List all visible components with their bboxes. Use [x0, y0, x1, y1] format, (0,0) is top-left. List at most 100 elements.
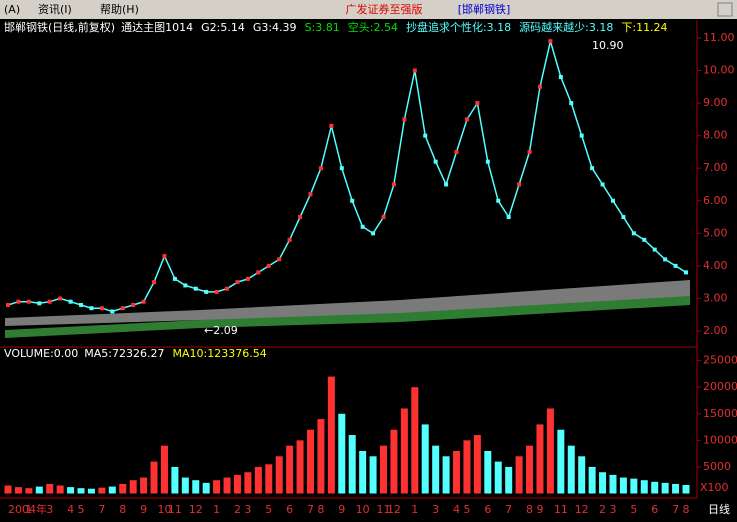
indicator: 下:11.24: [621, 21, 667, 34]
price-point: [214, 289, 219, 294]
price-point: [26, 299, 31, 304]
x-tick-label: 11: [168, 503, 182, 516]
price-point: [131, 302, 136, 307]
x-tick-label: 5: [265, 503, 272, 516]
x-tick-label: 8: [317, 503, 324, 516]
indicator: MA5:72326.27: [84, 347, 164, 360]
volume-bar: [672, 483, 680, 494]
price-point: [235, 280, 240, 285]
volume-bar: [119, 483, 127, 494]
price-point: [6, 302, 10, 307]
x-tick-label: 2: [234, 503, 241, 516]
y-tick-label: 10000: [703, 433, 737, 446]
volume-bar: [192, 480, 200, 494]
price-point: [89, 306, 94, 311]
volume-bar: [327, 376, 335, 494]
volume-bar: [244, 472, 252, 494]
price-point: [631, 231, 636, 236]
volume-bar: [421, 424, 429, 494]
indicator: MA10:123376.54: [172, 347, 266, 360]
x-tick-label: 4: [67, 503, 74, 516]
price-point: [381, 215, 386, 220]
volume-bar: [338, 413, 346, 494]
volume-bar: [275, 456, 283, 494]
price-point: [47, 299, 52, 304]
price-point: [120, 306, 125, 311]
y-tick-label: 8.00: [703, 129, 728, 142]
volume-bar: [108, 486, 116, 494]
volume-bar: [526, 445, 534, 494]
price-point: [423, 133, 428, 138]
price-point: [652, 247, 657, 252]
menu-item[interactable]: 帮助(H): [100, 2, 139, 16]
volume-bar: [609, 474, 617, 494]
price-point: [517, 182, 522, 187]
band: [5, 280, 690, 326]
x-tick-label: 3: [609, 503, 616, 516]
x-tick-label: 2: [599, 503, 606, 516]
volume-bar: [296, 440, 304, 494]
price-point: [350, 198, 355, 203]
volume-bar: [181, 477, 189, 494]
price-point: [590, 166, 595, 171]
price-point: [475, 101, 480, 106]
volume-bar: [411, 387, 419, 494]
volume-bar: [306, 429, 314, 494]
volume-bar: [67, 487, 75, 494]
price-point: [79, 302, 84, 307]
window-button[interactable]: [717, 2, 733, 17]
y-tick-label: 25000: [703, 354, 737, 367]
chart-area: [0, 20, 737, 522]
indicator: G3:4.39: [253, 21, 297, 34]
price-point: [162, 254, 167, 259]
price-point: [579, 133, 584, 138]
volume-bar: [87, 488, 95, 494]
y-tick-label: 6.00: [703, 194, 728, 207]
x-tick-label: 1: [25, 503, 32, 516]
price-point: [204, 289, 209, 294]
volume-bar: [46, 483, 54, 494]
price-point: [610, 198, 615, 203]
volume-bar: [505, 466, 513, 494]
x-tick-label: 3: [46, 503, 53, 516]
price-point: [245, 276, 250, 281]
price-point: [412, 68, 417, 73]
menu-item[interactable]: (A): [4, 3, 20, 16]
x-tick-label: 1: [411, 503, 418, 516]
price-point: [287, 237, 292, 242]
x-tick-label: 7: [307, 503, 314, 516]
price-point: [527, 149, 532, 154]
x-tick-label: 10: [356, 503, 370, 516]
x-tick-label: 7: [672, 503, 679, 516]
volume-bar: [567, 445, 575, 494]
indicator: 源码越来越少:3.18: [519, 20, 613, 34]
volume-bar: [4, 485, 12, 494]
app-title: 广发证券至强版: [346, 2, 423, 16]
price-point: [152, 280, 157, 285]
volume-bar: [56, 485, 64, 494]
price-point: [444, 182, 449, 187]
price-point: [569, 101, 574, 106]
price-point: [110, 309, 115, 314]
period-label[interactable]: 日线: [708, 502, 730, 516]
volume-bar: [286, 445, 294, 494]
x-tick-label: 9: [338, 503, 345, 516]
price-point: [558, 75, 563, 80]
price-point: [298, 215, 303, 220]
y-tick-label: 20000: [703, 380, 737, 393]
panel-subtitle: 通达主图1014: [121, 21, 193, 34]
volume-bar: [432, 445, 440, 494]
price-point: [266, 263, 271, 268]
volume-bar: [369, 456, 377, 494]
x-tick-label: 6: [651, 503, 658, 516]
price-point: [621, 215, 626, 220]
price-point: [454, 149, 459, 154]
x-tick-label: 10: [157, 503, 171, 516]
volume-bar: [140, 477, 148, 494]
menu-item[interactable]: 资讯(I): [38, 3, 72, 16]
price-point: [673, 263, 678, 268]
unit-label: X100: [700, 481, 729, 494]
x-tick-label: 4: [453, 503, 460, 516]
price-point: [642, 237, 647, 242]
price-point: [600, 182, 605, 187]
